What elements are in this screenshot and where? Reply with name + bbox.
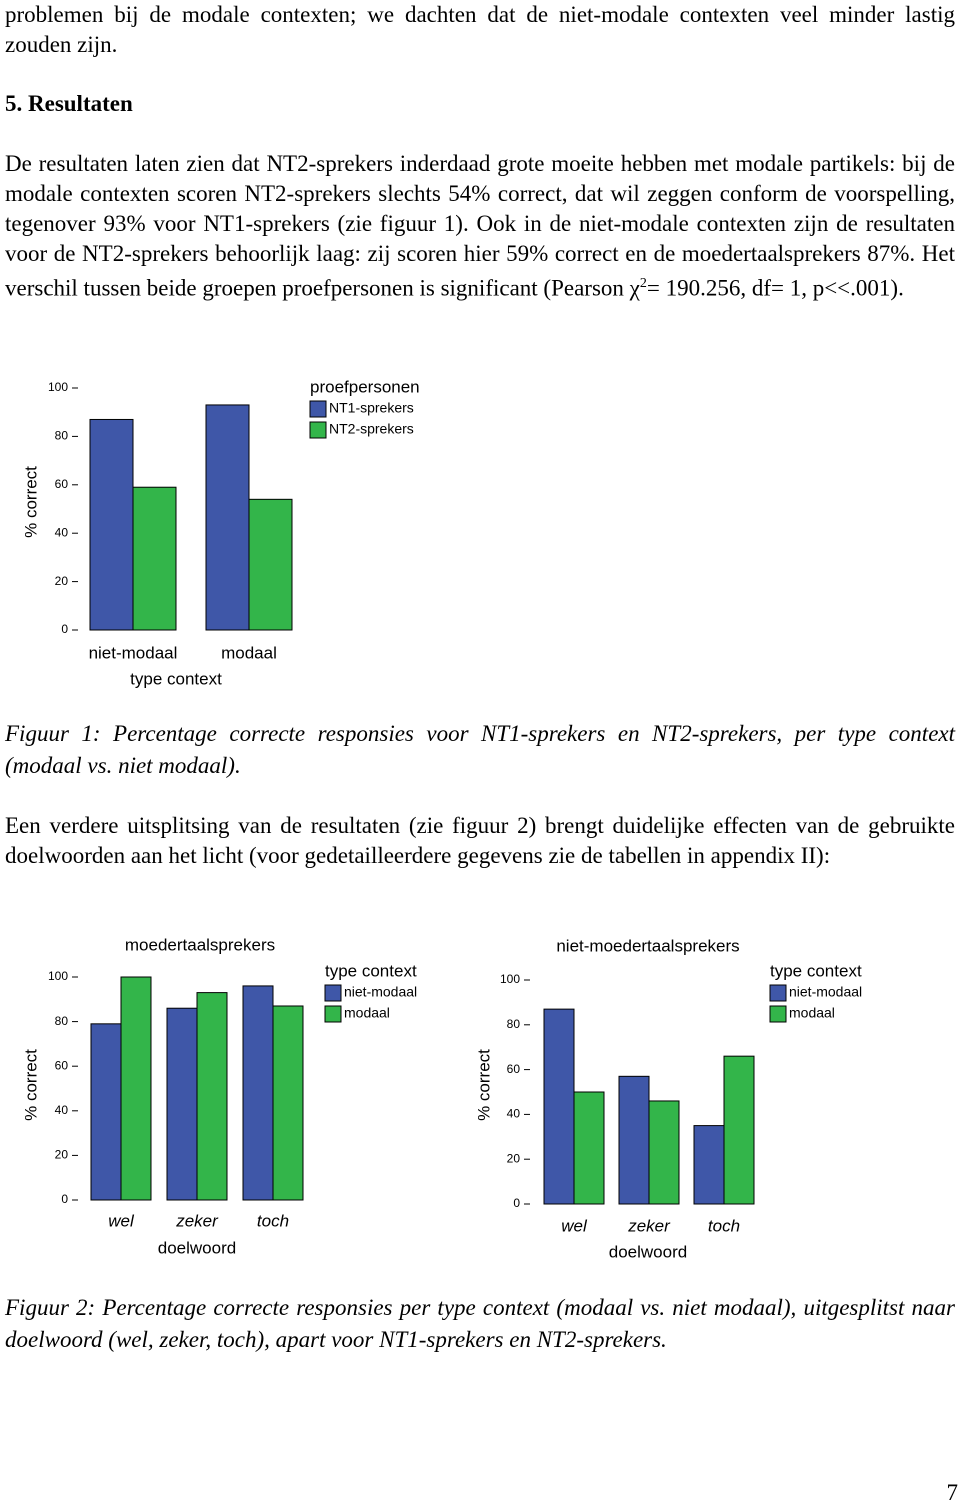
bar: [196, 992, 228, 1201]
y-axis-label: % correct: [21, 466, 40, 538]
x-tick-label: toch: [257, 1211, 289, 1230]
y-tick-label: 60: [55, 477, 69, 491]
legend-label: modaal: [344, 1005, 390, 1021]
y-tick-label: 0: [61, 1192, 68, 1206]
y-tick-label: 40: [507, 1107, 521, 1121]
bar: [248, 498, 293, 631]
y-axis-label: % correct: [21, 1049, 40, 1121]
bar: [543, 1008, 575, 1205]
y-tick-label: 60: [507, 1062, 521, 1076]
bar: [205, 404, 250, 631]
y-tick-label: 20: [55, 574, 69, 588]
paragraph: problemen bij de modale contexten; we da…: [5, 2, 955, 57]
x-tick-label: wel: [108, 1211, 135, 1230]
legend-label: niet-modaal: [344, 984, 417, 1000]
chart-title: moedertaalsprekers: [125, 935, 275, 954]
bar: [693, 1125, 725, 1205]
y-tick-label: 20: [55, 1148, 69, 1162]
y-tick-label: 80: [55, 1014, 69, 1028]
legend-title: type context: [325, 961, 417, 980]
x-axis-label: doelwoord: [158, 1238, 236, 1257]
chart-title: niet-moedertaalsprekers: [556, 936, 739, 955]
x-axis-label: type context: [130, 669, 222, 688]
legend-title: type context: [770, 961, 862, 980]
x-tick-label: wel: [561, 1216, 588, 1235]
bar: [573, 1091, 605, 1205]
bar: [723, 1055, 755, 1205]
y-tick-label: 20: [507, 1151, 521, 1165]
y-tick-label: 60: [55, 1058, 69, 1072]
page-number: 7: [946, 1480, 959, 1505]
caption: Figuur 2: Percentage correcte responsies…: [5, 1295, 955, 1352]
x-tick-label: toch: [708, 1216, 740, 1235]
y-tick-label: 0: [61, 622, 68, 636]
legend-swatch: [769, 984, 787, 1002]
bar: [272, 1005, 304, 1201]
legend-title: proefpersonen: [310, 377, 420, 396]
y-tick-label: 80: [507, 1017, 521, 1031]
legend-swatch: [324, 984, 342, 1002]
text: = 190.256, df= 1, p<<.001).: [646, 275, 904, 301]
legend-swatch: [309, 400, 327, 418]
x-axis-label: doelwoord: [609, 1242, 687, 1261]
y-axis-label: % correct: [474, 1049, 493, 1121]
paragraph: Een verdere uitsplitsing van de resultat…: [5, 813, 955, 868]
y-tick-label: 100: [500, 972, 520, 986]
y-tick-label: 80: [55, 429, 69, 443]
bar: [166, 1007, 198, 1201]
legend-label: NT1-sprekers: [329, 400, 414, 416]
legend-label: NT2-sprekers: [329, 421, 414, 437]
bar: [132, 486, 177, 631]
bar: [90, 1023, 122, 1201]
x-tick-label: zeker: [627, 1216, 671, 1235]
x-tick-label: niet-modaal: [89, 643, 178, 662]
bar: [89, 418, 134, 631]
caption: Figuur 1: Percentage correcte responsies…: [5, 721, 955, 778]
legend-label: niet-modaal: [789, 984, 862, 1000]
legend-swatch: [309, 421, 327, 439]
bar: [618, 1075, 650, 1205]
text: De resultaten laten zien dat NT2-spreker…: [5, 151, 955, 301]
bar: [242, 985, 274, 1201]
legend-label: modaal: [789, 1005, 835, 1021]
bar: [648, 1100, 680, 1205]
legend-swatch: [769, 1005, 787, 1023]
x-tick-label: modaal: [221, 643, 277, 662]
y-tick-label: 0: [513, 1196, 520, 1210]
bar: [120, 976, 152, 1201]
y-tick-label: 40: [55, 1103, 69, 1117]
y-tick-label: 40: [55, 525, 69, 539]
heading: 5. Resultaten: [5, 91, 133, 116]
paragraph: De resultaten laten zien dat NT2-spreker…: [5, 149, 955, 304]
y-tick-label: 100: [48, 969, 68, 983]
y-tick-label: 100: [48, 380, 68, 394]
legend-swatch: [324, 1005, 342, 1023]
x-tick-label: zeker: [175, 1211, 219, 1230]
superscript: 2: [639, 276, 647, 291]
